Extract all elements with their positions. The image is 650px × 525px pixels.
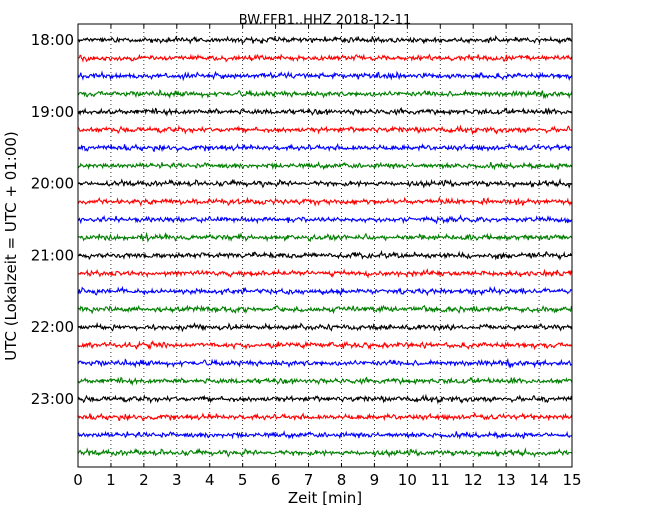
trace-line xyxy=(77,430,573,440)
trace-line xyxy=(77,88,573,100)
trace-line xyxy=(77,34,573,45)
trace-line xyxy=(77,124,573,136)
trace-line xyxy=(77,304,573,315)
x-tick-label: 7 xyxy=(304,471,314,489)
trace-line xyxy=(77,196,573,207)
trace-line xyxy=(77,339,573,351)
plot-frame xyxy=(77,23,573,468)
x-tick-label: 13 xyxy=(497,471,516,489)
chart-title: BW.FFB1..HHZ 2018-12-11 xyxy=(239,13,412,28)
trace-line xyxy=(77,376,573,387)
x-tick-label: 10 xyxy=(398,471,417,489)
trace-line xyxy=(78,53,573,63)
x-axis-ticks: 0 1 2 3 4 5 6 7 8 9 10 11 12 13 14 15 xyxy=(73,24,582,489)
trace-line xyxy=(77,161,573,171)
trace-line xyxy=(77,268,573,279)
x-tick-label: 11 xyxy=(431,471,450,489)
x-tick-label: 1 xyxy=(106,471,116,489)
x-tick-label: 2 xyxy=(139,471,149,489)
x-tick-label: 0 xyxy=(73,471,83,489)
x-tick-label: 15 xyxy=(562,471,581,489)
trace-line xyxy=(77,231,573,243)
trace-line xyxy=(77,214,573,225)
trace-line xyxy=(78,249,573,261)
trace-line xyxy=(77,142,573,153)
trace-line xyxy=(77,447,573,459)
x-tick-label: 9 xyxy=(370,471,380,489)
x-tick-label: 12 xyxy=(464,471,483,489)
trace-line xyxy=(77,321,573,333)
x-tick-label: 5 xyxy=(238,471,248,489)
trace-line xyxy=(77,393,573,405)
x-tick-label: 8 xyxy=(337,471,347,489)
trace-line xyxy=(77,412,573,422)
y-tick-label: 18:00 xyxy=(31,31,74,49)
y-tick-label: 20:00 xyxy=(31,175,74,193)
x-tick-label: 14 xyxy=(530,471,549,489)
y-tick-label: 21:00 xyxy=(31,246,74,264)
x-axis-label: Zeit [min] xyxy=(288,489,362,507)
x-tick-label: 3 xyxy=(172,471,182,489)
trace-line xyxy=(77,177,573,189)
y-tick-label: 22:00 xyxy=(31,318,74,336)
seismic-traces xyxy=(77,34,573,459)
y-tick-label: 19:00 xyxy=(31,103,74,121)
trace-line xyxy=(77,285,573,297)
trace-line xyxy=(77,70,573,82)
trace-line xyxy=(77,107,573,117)
trace-line xyxy=(77,357,573,369)
y-axis-label: UTC (Lokalzeit = UTC + 01:00) xyxy=(2,131,20,361)
y-axis-ticks: 18:00 19:00 20:00 21:00 22:00 23:00 xyxy=(31,31,572,408)
y-tick-label: 23:00 xyxy=(31,390,74,408)
x-tick-label: 4 xyxy=(205,471,215,489)
x-tick-label: 6 xyxy=(271,471,281,489)
